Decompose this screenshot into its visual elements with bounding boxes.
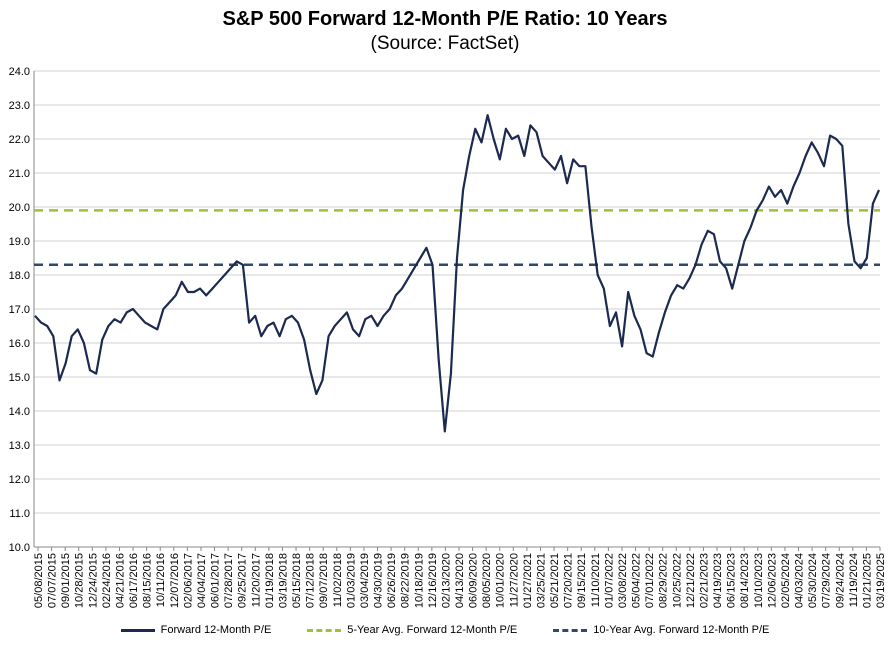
x-tick-label: 10/25/2022 <box>671 553 683 608</box>
x-tick-label: 12/06/2023 <box>766 553 778 608</box>
x-tick-label: 04/03/2024 <box>794 553 806 608</box>
y-tick-label: 22.0 <box>9 134 30 146</box>
x-tick-label: 01/21/2025 <box>861 553 873 608</box>
x-tick-label: 07/07/2015 <box>47 553 59 608</box>
x-tick-label: 10/01/2020 <box>495 553 507 608</box>
y-tick-label: 21.0 <box>9 168 30 180</box>
x-tick-label: 08/29/2022 <box>658 553 670 608</box>
y-tick-label: 14.0 <box>9 406 30 418</box>
x-tick-label: 11/02/2018 <box>332 553 344 607</box>
x-tick-label: 06/01/2017 <box>210 553 222 608</box>
x-tick-label: 06/15/2023 <box>726 553 738 608</box>
chart-title: S&P 500 Forward 12-Month P/E Ratio: 10 Y… <box>222 8 668 30</box>
x-tick-label: 01/19/2018 <box>264 553 276 608</box>
y-tick-label: 24.0 <box>9 66 30 78</box>
y-tick-label: 13.0 <box>9 440 30 452</box>
forward-pe-line <box>34 114 881 433</box>
y-tick-label: 19.0 <box>9 236 30 248</box>
x-tick-label: 05/21/2021 <box>549 553 561 608</box>
x-tick-label: 05/04/2022 <box>631 553 643 608</box>
x-tick-label: 04/04/2017 <box>196 553 208 608</box>
x-tick-label: 02/06/2017 <box>182 553 194 608</box>
x-tick-label: 10/11/2016 <box>155 553 167 607</box>
x-tick-label: 03/19/2025 <box>875 553 887 608</box>
x-tick-label: 05/30/2024 <box>807 553 819 608</box>
x-tick-label: 11/20/2017 <box>250 553 262 607</box>
x-tick-label: 12/16/2019 <box>427 553 439 608</box>
y-tick-label: 10.0 <box>9 542 30 554</box>
x-tick-label: 08/05/2020 <box>481 553 493 608</box>
x-tick-label: 01/27/2021 <box>522 553 534 608</box>
legend-swatch-5yr <box>307 628 342 632</box>
y-tick-label: 17.0 <box>9 304 30 316</box>
y-tick-label: 23.0 <box>9 100 30 112</box>
y-tick-label: 16.0 <box>9 338 30 350</box>
x-tick-label: 04/21/2016 <box>114 553 126 608</box>
x-tick-label: 12/07/2016 <box>169 553 181 608</box>
x-tick-label: 03/08/2022 <box>617 553 629 608</box>
y-tick-label: 20.0 <box>9 202 30 214</box>
x-tick-label: 12/21/2022 <box>685 553 697 608</box>
legend-item-pe: Forward 12-Month P/E <box>120 624 272 636</box>
y-tick-label: 12.0 <box>9 474 30 486</box>
x-tick-label: 04/30/2019 <box>373 553 385 608</box>
x-tick-label: 02/24/2016 <box>101 553 113 608</box>
x-tick-label: 07/28/2017 <box>223 553 235 608</box>
x-tick-label: 07/29/2024 <box>821 553 833 608</box>
x-tick-label: 06/17/2016 <box>128 553 140 608</box>
x-tick-label: 01/03/2019 <box>345 553 357 608</box>
x-tick-label: 11/27/2020 <box>508 553 520 607</box>
chart-subtitle: (Source: FactSet) <box>370 33 520 54</box>
x-tick-label: 12/24/2015 <box>87 553 99 608</box>
legend-label-pe: Forward 12-Month P/E <box>160 624 272 636</box>
x-tick-label: 02/13/2020 <box>440 553 452 608</box>
y-tick-label: 11.0 <box>9 508 30 520</box>
x-tick-label: 07/01/2022 <box>644 553 656 608</box>
x-tick-label: 01/07/2022 <box>603 553 615 608</box>
x-tick-label: 03/25/2021 <box>535 553 547 608</box>
x-tick-label: 09/01/2015 <box>60 553 72 608</box>
x-tick-label: 06/09/2020 <box>468 553 480 608</box>
x-tick-label: 09/07/2018 <box>318 553 330 608</box>
legend-swatch-pe <box>120 628 155 632</box>
x-tick-label: 09/25/2017 <box>237 553 249 608</box>
x-tick-label: 05/08/2015 <box>33 553 45 608</box>
x-tick-label: 09/15/2021 <box>576 553 588 608</box>
legend-swatch-10yr <box>553 628 588 632</box>
chart-legend: Forward 12-Month P/E 5-Year Avg. Forward… <box>0 624 890 636</box>
x-tick-label: 11/19/2024 <box>848 553 860 607</box>
x-tick-label: 04/13/2020 <box>454 553 466 608</box>
x-tick-label: 06/26/2019 <box>386 553 398 608</box>
x-tick-label: 10/10/2023 <box>753 553 765 608</box>
x-tick-label: 08/14/2023 <box>739 553 751 608</box>
x-tick-label: 08/15/2016 <box>142 553 154 608</box>
x-tick-label: 08/22/2019 <box>400 553 412 608</box>
legend-item-10yr: 10-Year Avg. Forward 12-Month P/E <box>553 624 769 636</box>
x-tick-label: 09/24/2024 <box>834 553 846 608</box>
y-tick-label: 18.0 <box>9 270 30 282</box>
x-tick-label: 07/12/2018 <box>305 553 317 608</box>
x-tick-label: 03/19/2018 <box>277 553 289 608</box>
x-tick-label: 04/19/2023 <box>712 553 724 608</box>
x-tick-label: 05/15/2018 <box>291 553 303 608</box>
x-tick-label: 10/28/2015 <box>74 553 86 608</box>
x-tick-label: 10/18/2019 <box>413 553 425 608</box>
x-tick-label: 02/21/2023 <box>698 553 710 608</box>
x-tick-label: 07/20/2021 <box>563 553 575 608</box>
legend-item-5yr: 5-Year Avg. Forward 12-Month P/E <box>307 624 517 636</box>
x-tick-label: 03/04/2019 <box>359 553 371 608</box>
y-tick-label: 15.0 <box>9 372 30 384</box>
x-tick-label: 02/05/2024 <box>780 553 792 608</box>
x-tick-label: 11/10/2021 <box>590 553 602 607</box>
legend-label-5yr: 5-Year Avg. Forward 12-Month P/E <box>347 624 518 636</box>
legend-label-10yr: 10-Year Avg. Forward 12-Month P/E <box>593 624 770 636</box>
